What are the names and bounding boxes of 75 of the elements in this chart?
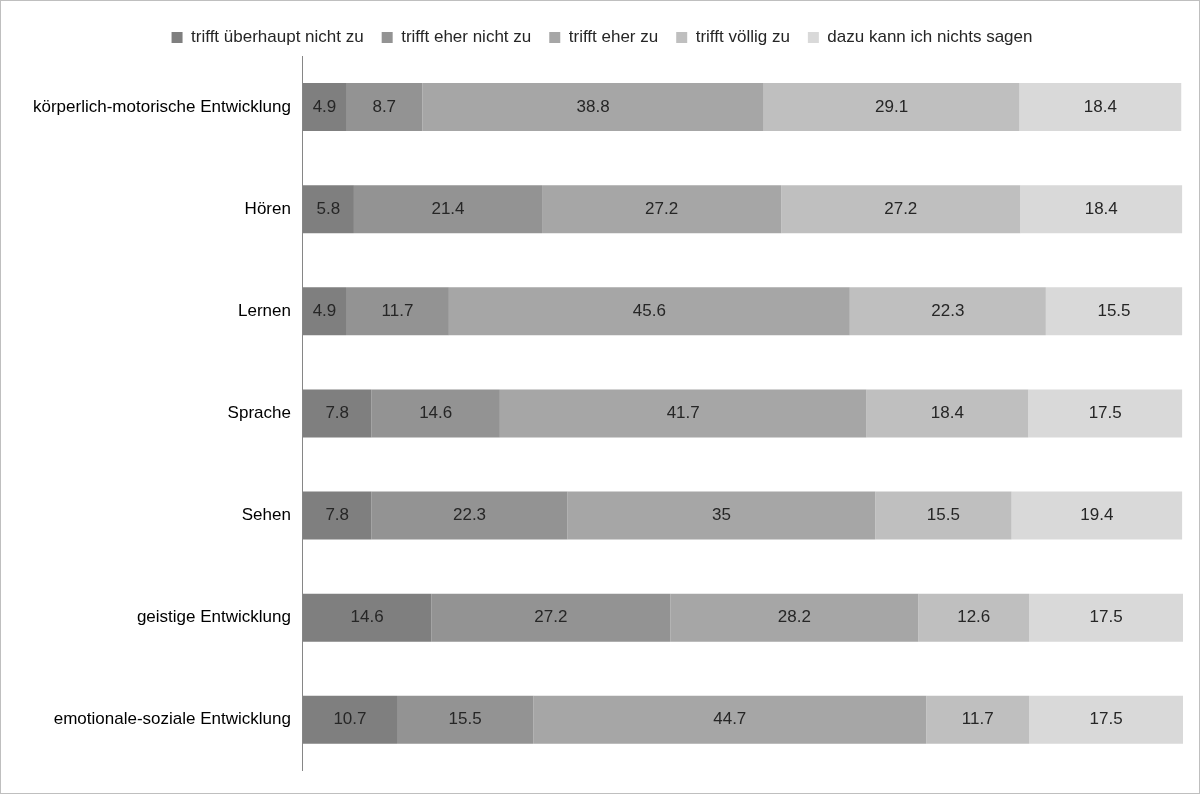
data-label: 27.2 xyxy=(884,198,918,218)
legend-label: trifft völlig zu xyxy=(695,27,790,47)
bar xyxy=(371,389,500,438)
bar xyxy=(431,593,671,642)
data-label: 21.4 xyxy=(431,198,465,218)
legend-label: trifft überhaupt nicht zu xyxy=(191,27,364,47)
bar xyxy=(866,389,1029,438)
data-label: 11.7 xyxy=(961,709,994,729)
data-label: 4.9 xyxy=(312,300,337,320)
data-label: 18.4 xyxy=(1084,198,1118,218)
data-label: 15.5 xyxy=(926,505,960,525)
data-label: 29.1 xyxy=(875,96,909,116)
bar xyxy=(346,287,449,336)
data-label: 22.3 xyxy=(931,300,965,320)
data-label: 18.4 xyxy=(930,403,964,423)
bar xyxy=(1019,83,1182,132)
data-label: 5.8 xyxy=(316,198,341,218)
bar xyxy=(918,593,1030,642)
bar xyxy=(353,185,543,234)
bar xyxy=(875,491,1012,540)
bar xyxy=(371,491,568,540)
bar xyxy=(422,83,764,132)
bar xyxy=(1011,491,1183,540)
data-label: 17.5 xyxy=(1089,607,1123,627)
bar xyxy=(1029,593,1183,642)
data-label: 15.5 xyxy=(448,709,482,729)
data-label: 19.4 xyxy=(1080,505,1114,525)
data-label: 12.6 xyxy=(957,607,991,627)
data-label: 28.2 xyxy=(777,607,811,627)
data-label: 44.7 xyxy=(713,709,747,729)
bar xyxy=(763,83,1020,132)
data-label: 15.5 xyxy=(1097,300,1131,320)
data-label: 11.7 xyxy=(381,300,414,320)
data-label: 45.6 xyxy=(632,300,666,320)
legend-label: trifft eher nicht zu xyxy=(401,27,532,47)
data-label: 14.6 xyxy=(419,403,453,423)
bar xyxy=(849,287,1046,336)
bar xyxy=(926,695,1030,744)
bar xyxy=(542,185,782,234)
y-tick-label: Hören xyxy=(244,198,291,218)
data-label: 27.2 xyxy=(645,198,679,218)
bar xyxy=(397,695,534,744)
data-label: 10.7 xyxy=(333,709,367,729)
y-tick-label: Sehen xyxy=(241,505,291,525)
y-tick-label: geistige Entwicklung xyxy=(136,607,291,627)
data-label: 4.9 xyxy=(312,96,337,116)
y-tick-label: Sprache xyxy=(227,403,291,423)
bar xyxy=(448,287,850,336)
bar xyxy=(1045,287,1183,336)
legend-label: trifft eher zu xyxy=(568,27,659,47)
data-label: 17.5 xyxy=(1089,709,1123,729)
bar xyxy=(781,185,1021,234)
bar xyxy=(670,593,919,642)
bar xyxy=(346,83,423,132)
bar xyxy=(1029,695,1183,744)
data-label: 14.6 xyxy=(350,607,384,627)
data-label: 41.7 xyxy=(666,403,700,423)
data-label: 17.5 xyxy=(1088,403,1122,423)
data-label: 27.2 xyxy=(534,607,568,627)
bar xyxy=(499,389,867,438)
data-label: 8.7 xyxy=(372,96,397,116)
data-label: 7.8 xyxy=(325,403,350,423)
legend-label: dazu kann ich nichts sagen xyxy=(827,27,1033,47)
data-label: 38.8 xyxy=(576,96,610,116)
y-tick-label: emotionale-soziale Entwicklung xyxy=(53,709,291,729)
bar xyxy=(1020,185,1183,234)
y-tick-label: Lernen xyxy=(237,300,291,320)
y-tick-label: körperlich-motorische Entwicklung xyxy=(32,96,291,116)
data-label: 22.3 xyxy=(452,505,487,525)
data-label: 35 xyxy=(711,505,731,525)
data-label: 7.8 xyxy=(325,505,350,525)
bar xyxy=(1028,389,1183,438)
bar xyxy=(567,491,876,540)
data-label: 18.4 xyxy=(1083,96,1117,116)
bar xyxy=(533,695,927,744)
